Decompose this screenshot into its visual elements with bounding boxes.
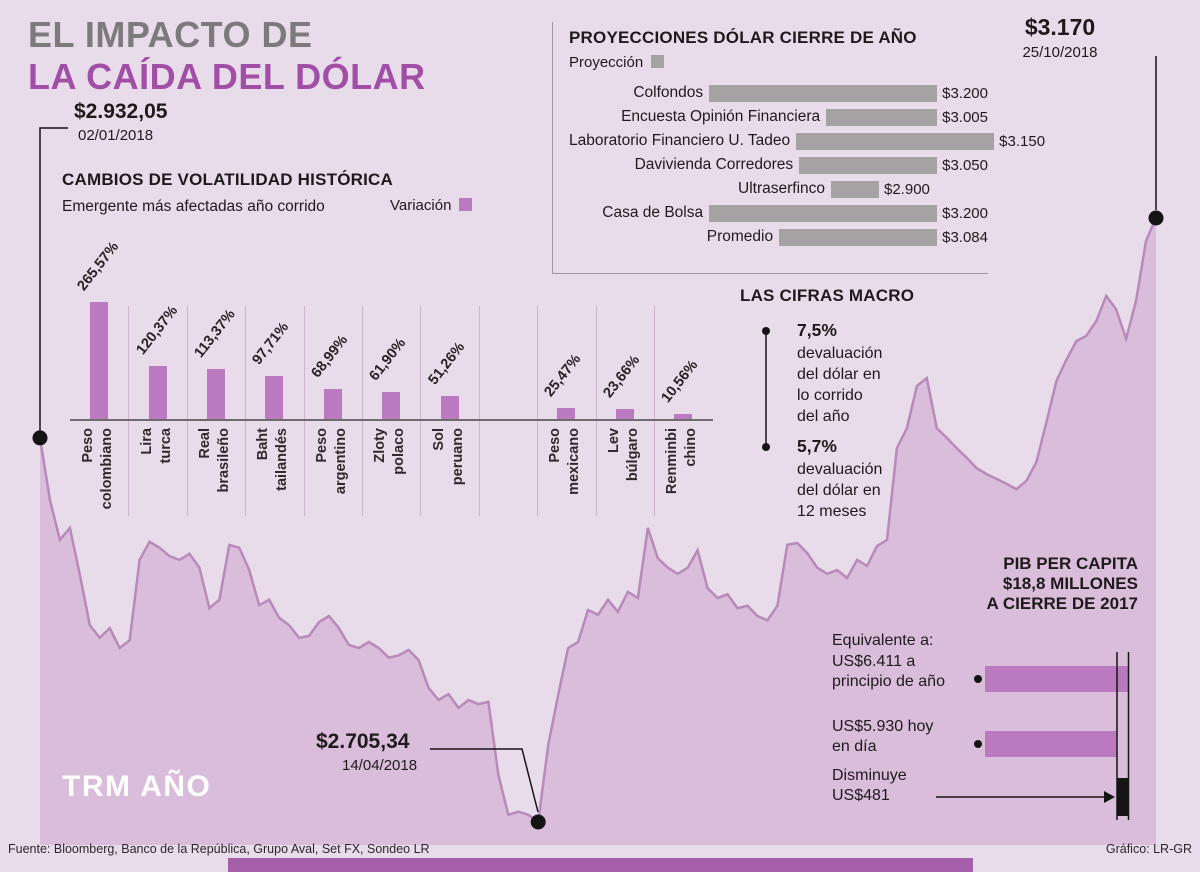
title-line1: EL IMPACTO DE <box>28 14 313 55</box>
annotation-end-value: $3.170 <box>1024 14 1096 40</box>
projection-value: $2.900 <box>884 180 930 198</box>
volatility-legend: Variación <box>390 197 473 214</box>
projection-label: Casa de Bolsa <box>602 204 704 221</box>
pib-title-line: $18,8 MILLONES <box>1002 574 1138 593</box>
projection-bar <box>709 204 938 222</box>
annotation-start-date: 02/01/2018 <box>78 127 154 144</box>
projection-row: Encuesta Opinión Financiera $3.005 <box>569 105 988 129</box>
pib-bar-1-label: US$6.411 a principio de año <box>832 652 945 692</box>
projection-bar <box>826 108 938 126</box>
footer-accent-strip <box>228 858 973 872</box>
projection-row: Davivienda Corredores $3.050 <box>569 153 988 177</box>
annotation-start-value: $2.932,05 <box>74 100 168 123</box>
projection-label: Encuesta Opinión Financiera <box>621 108 821 125</box>
projection-row: Promedio $3.084 <box>569 225 988 249</box>
page-title: EL IMPACTO DE LA CAÍDA DEL DÓLAR <box>28 14 426 98</box>
projection-row: Ultraserfinco $2.900 <box>569 177 988 201</box>
proyeccion-legend-swatch <box>651 55 665 68</box>
projection-row: Colfondos $3.200 <box>569 81 988 105</box>
annotation-end: $3.170 25/10/2018 <box>1010 14 1110 61</box>
annotation-min-value: $2.705,34 <box>316 730 410 753</box>
projection-label: Colfondos <box>633 84 704 101</box>
projections-panel: PROYECCIONES DÓLAR CIERRE DE AÑO Proyecc… <box>552 22 1045 274</box>
volatility-chart-subtitle: Emergente más afectadas año corrido <box>62 198 325 215</box>
pib-decrease-label-line: Disminuye <box>832 767 907 784</box>
projections-legend: Proyección <box>569 54 988 71</box>
title-line2: LA CAÍDA DEL DÓLAR <box>28 56 426 97</box>
trm-chart-label: TRM AÑO <box>62 770 212 803</box>
trm-key-point-dot <box>32 430 48 446</box>
macro-title: LAS CIFRAS MACRO <box>740 286 915 305</box>
pib-subtitle: Equivalente a: <box>832 632 934 649</box>
projection-label: Laboratorio Financiero U. Tadeo <box>569 132 791 149</box>
pib-bar-today <box>985 731 1117 757</box>
pib-bar-2-label-line: en día <box>832 738 877 755</box>
volatility-legend-label: Variación <box>390 197 452 214</box>
macro-item-2-line: devaluación <box>797 461 883 478</box>
projection-value: $3.200 <box>942 204 988 222</box>
projections-bars: Colfondos $3.200 Encuesta Opinión Financie… <box>569 81 1045 249</box>
projection-row: Laboratorio Financiero U. Tadeo $3.150 <box>569 129 1045 153</box>
pib-bar-decrease <box>1117 778 1128 816</box>
projection-value: $3.150 <box>999 132 1046 150</box>
footer-source: Fuente: Bloomberg, Banco de la República… <box>8 842 430 856</box>
macro-item-1-pct: 7,5% <box>797 320 837 340</box>
projection-row: Casa de Bolsa $3.200 <box>569 201 988 225</box>
pib-bar-2-label-line: US$5.930 hoy <box>832 718 934 735</box>
pib-bar-1-label-line: principio de año <box>832 673 945 690</box>
projection-label: Davivienda Corredores <box>634 156 794 173</box>
footer-credit: Gráfico: LR-GR <box>1105 842 1192 856</box>
pib-title-line: A CIERRE DE 2017 <box>986 594 1138 613</box>
macro-item-2-line: del dólar en <box>797 482 881 499</box>
annotation-min-date: 14/04/2018 <box>342 757 418 774</box>
trm-area-line <box>38 217 1158 825</box>
macro-item-1-line: devaluación <box>797 345 883 362</box>
trm-area-fill <box>40 218 1156 845</box>
pib-decrease-label: Disminuye US$481 <box>832 766 907 806</box>
macro-item-1-line: lo corrido <box>797 387 863 404</box>
annotation-min: $2.705,34 14/04/2018 <box>316 730 417 774</box>
macro-item-2-pct: 5,7% <box>797 436 837 456</box>
projection-value: $3.005 <box>942 108 988 126</box>
pib-bar-start-of-year <box>985 666 1128 692</box>
macro-item-2-line: 12 meses <box>797 503 867 520</box>
projection-label: Ultraserfinco <box>738 180 825 197</box>
projection-value: $3.050 <box>942 156 988 174</box>
projection-value: $3.200 <box>942 84 988 102</box>
projection-bar <box>796 132 995 150</box>
projection-bar <box>799 156 938 174</box>
projection-bar <box>831 180 879 198</box>
macro-item-1-line: del año <box>797 408 850 425</box>
projection-bar <box>779 228 938 246</box>
annotation-end-date: 25/10/2018 <box>1022 44 1098 61</box>
projection-value: $3.084 <box>942 228 988 246</box>
projections-title: PROYECCIONES DÓLAR CIERRE DE AÑO <box>569 28 917 47</box>
macro-item-2: 5,7% devaluación del dólar en 12 meses <box>797 436 882 522</box>
pib-bar-2-label: US$5.930 hoy en día <box>832 717 933 757</box>
annotation-start: $2.932,05 02/01/2018 <box>74 100 167 144</box>
macro-item-1: 7,5% devaluación del dólar en lo corrido… <box>797 320 882 427</box>
pib-decrease-label-line: US$481 <box>832 787 890 804</box>
projection-bar <box>709 84 938 102</box>
projections-legend-label: Proyección <box>569 54 644 71</box>
pib-title: PIB PER CAPITA $18,8 MILLONES A CIERRE D… <box>987 554 1138 614</box>
pib-bar-1-label-line: US$6.411 a <box>832 653 916 670</box>
variacion-legend-swatch <box>459 198 473 211</box>
trm-key-point-dot <box>530 814 546 830</box>
trm-key-point-dot <box>1148 210 1164 226</box>
pib-title-line: PIB PER CAPITA <box>1003 554 1138 573</box>
projection-label: Promedio <box>706 228 774 245</box>
macro-item-1-line: del dólar en <box>797 366 881 383</box>
volatility-chart-title: CAMBIOS DE VOLATILIDAD HISTÓRICA <box>62 170 393 189</box>
